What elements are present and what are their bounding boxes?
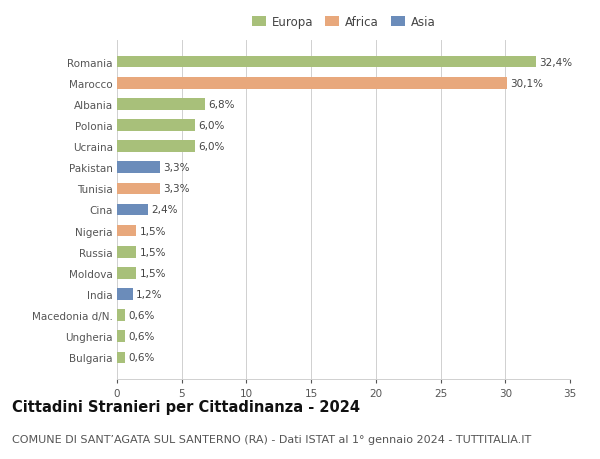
Bar [117, 246, 136, 258]
Bar [117, 120, 194, 131]
Text: 6,0%: 6,0% [198, 121, 224, 131]
Bar [117, 204, 148, 216]
Text: 6,0%: 6,0% [198, 142, 224, 152]
Text: 0,6%: 0,6% [128, 310, 154, 320]
Bar [117, 162, 160, 174]
Text: 6,8%: 6,8% [208, 100, 235, 110]
Text: 1,5%: 1,5% [140, 226, 166, 236]
Bar [117, 56, 536, 68]
Text: 32,4%: 32,4% [539, 57, 573, 67]
Bar [117, 309, 125, 321]
Bar [117, 141, 194, 152]
Text: 2,4%: 2,4% [151, 205, 178, 215]
Text: 0,6%: 0,6% [128, 353, 154, 363]
Text: 1,5%: 1,5% [140, 268, 166, 278]
Text: 3,3%: 3,3% [163, 163, 190, 173]
Text: Cittadini Stranieri per Cittadinanza - 2024: Cittadini Stranieri per Cittadinanza - 2… [12, 399, 360, 414]
Bar [117, 225, 136, 237]
Bar [117, 183, 160, 195]
Text: 0,6%: 0,6% [128, 331, 154, 341]
Text: 3,3%: 3,3% [163, 184, 190, 194]
Text: COMUNE DI SANT’AGATA SUL SANTERNO (RA) - Dati ISTAT al 1° gennaio 2024 - TUTTITA: COMUNE DI SANT’AGATA SUL SANTERNO (RA) -… [12, 434, 531, 444]
Bar [117, 330, 125, 342]
Bar [117, 99, 205, 111]
Bar [117, 289, 133, 300]
Text: 1,2%: 1,2% [136, 289, 162, 299]
Bar [117, 78, 506, 90]
Legend: Europa, Africa, Asia: Europa, Africa, Asia [249, 13, 438, 31]
Bar [117, 268, 136, 279]
Text: 1,5%: 1,5% [140, 247, 166, 257]
Bar [117, 352, 125, 364]
Text: 30,1%: 30,1% [510, 78, 543, 89]
